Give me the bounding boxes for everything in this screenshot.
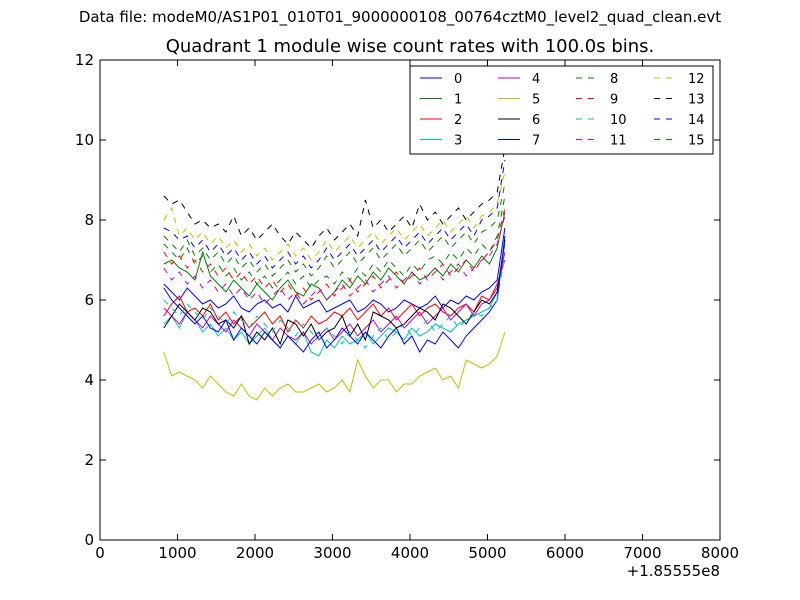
legend-label-4: 4 — [532, 72, 540, 87]
series-line-6 — [163, 239, 506, 346]
y-tick-label: 12 — [75, 51, 94, 69]
y-tick-label: 0 — [84, 531, 94, 549]
legend-label-10: 10 — [610, 113, 627, 128]
legend-label-0: 0 — [454, 72, 462, 87]
series-line-13 — [163, 147, 506, 249]
series-line-11 — [163, 215, 506, 305]
x-offset-label: +1.85555e8 — [626, 562, 720, 580]
legend-label-9: 9 — [610, 93, 618, 108]
legend-label-15: 15 — [688, 134, 705, 149]
series-line-7 — [163, 235, 506, 354]
legend-label-13: 13 — [688, 93, 705, 108]
x-tick-label: 0 — [95, 544, 105, 562]
legend-label-14: 14 — [688, 113, 705, 128]
y-tick-label: 8 — [84, 211, 94, 229]
x-tick-label: 4000 — [391, 544, 429, 562]
x-tick-label: 7000 — [623, 544, 661, 562]
series-line-3 — [163, 243, 506, 357]
x-tick-label: 3000 — [313, 544, 351, 562]
y-tick-label: 2 — [84, 451, 94, 469]
series-layer — [163, 147, 506, 401]
x-tick-label: 1000 — [158, 544, 196, 562]
legend-label-1: 1 — [454, 93, 462, 108]
y-tick-label: 10 — [75, 131, 94, 149]
series-line-9 — [163, 207, 506, 301]
legend-label-2: 2 — [454, 113, 462, 128]
series-line-0 — [163, 227, 506, 313]
series-line-5 — [163, 331, 506, 401]
y-tick-label: 4 — [84, 371, 94, 389]
series-line-8 — [163, 195, 506, 289]
legend-label-7: 7 — [532, 134, 540, 149]
series-line-12 — [163, 171, 506, 261]
legend-label-12: 12 — [688, 72, 705, 87]
legend-label-5: 5 — [532, 93, 540, 108]
x-tick-label: 2000 — [236, 544, 274, 562]
chart-title: Quadrant 1 module wise count rates with … — [165, 36, 655, 57]
legend-label-11: 11 — [610, 134, 627, 149]
y-tick-label: 6 — [84, 291, 94, 309]
x-tick-label: 6000 — [546, 544, 584, 562]
x-tick-label: 5000 — [468, 544, 506, 562]
x-tick-label: 8000 — [701, 544, 739, 562]
series-line-15 — [163, 183, 506, 277]
legend-box — [409, 65, 714, 155]
legend-label-6: 6 — [532, 113, 540, 128]
series-line-10 — [163, 255, 506, 349]
x-axis: 0 1000 2000 3000 4000 5000 6000 7000 8000 — [95, 60, 739, 562]
series-line-2 — [163, 259, 506, 334]
legend-label-8: 8 — [610, 72, 618, 87]
series-line-14 — [163, 159, 506, 269]
legend-label-3: 3 — [454, 134, 462, 149]
supertitle: Data file: modeM0/AS1P01_010T01_90000001… — [78, 8, 722, 26]
